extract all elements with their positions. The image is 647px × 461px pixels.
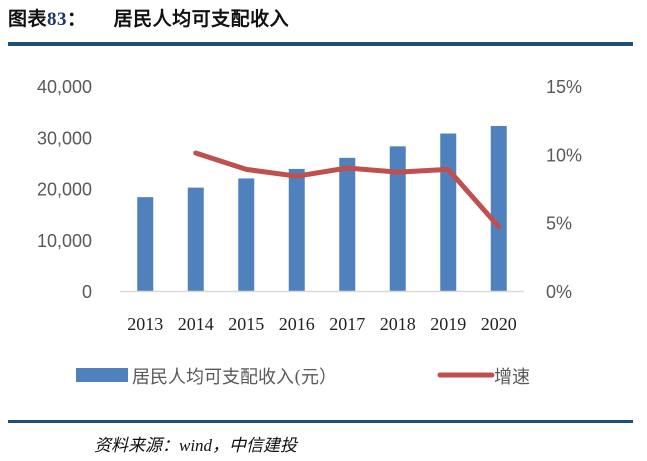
left-axis-tick: 40,000 <box>37 77 92 97</box>
bar-2020 <box>490 126 507 291</box>
x-axis-tick: 2014 <box>178 314 214 334</box>
figure-title: 图表83： 居民人均可支配收入 <box>8 4 289 31</box>
bar-2014 <box>187 187 204 291</box>
legend-bar-label: 居民人均可支配收入(元） <box>132 367 337 388</box>
right-axis-tick: 5% <box>546 214 572 234</box>
bar-2013 <box>137 197 154 291</box>
source-note: 资料来源：wind，中信建投 <box>94 436 298 455</box>
figure-separator: ： <box>67 8 87 30</box>
top-rule <box>8 42 633 46</box>
bar-2016 <box>288 168 305 291</box>
left-axis-tick: 30,000 <box>37 128 92 148</box>
right-axis-tick: 15% <box>546 77 582 97</box>
x-axis-tick: 2018 <box>380 314 416 334</box>
left-axis-tick: 0 <box>82 282 92 302</box>
x-axis-tick: 2015 <box>228 314 264 334</box>
x-axis-tick: 2016 <box>279 314 315 334</box>
x-axis-tick: 2017 <box>329 314 365 334</box>
bar-2019 <box>440 133 457 291</box>
left-axis-tick: 10,000 <box>37 231 92 251</box>
chart-title: 居民人均可支配收入 <box>113 8 290 30</box>
figure-number: 83 <box>47 9 68 30</box>
bar-2017 <box>339 157 356 291</box>
x-axis-tick: 2013 <box>127 314 163 334</box>
x-axis-tick: 2020 <box>481 314 517 334</box>
legend-line-label: 增速 <box>494 367 530 388</box>
chart: 0 10,000 20,000 30,000 40,000 0% 5% 10% 15% 2013 2… <box>37 77 582 388</box>
bottom-rule <box>8 420 633 423</box>
bar-2015 <box>238 178 255 291</box>
right-axis-tick: 0% <box>546 282 572 302</box>
right-axis-tick: 10% <box>546 145 582 165</box>
legend-bar-swatch <box>76 368 128 382</box>
growth-line <box>193 150 502 230</box>
bar-2018 <box>389 146 406 291</box>
x-axis-tick: 2019 <box>430 314 466 334</box>
figure-label: 图表 <box>8 8 48 30</box>
left-axis-tick: 20,000 <box>37 180 92 200</box>
